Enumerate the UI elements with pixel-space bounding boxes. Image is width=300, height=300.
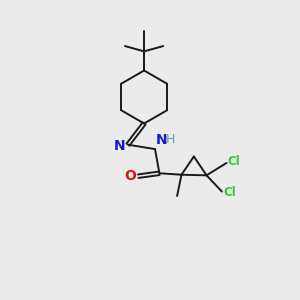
Text: N: N bbox=[156, 133, 167, 147]
Text: Cl: Cl bbox=[223, 187, 236, 200]
Text: Cl: Cl bbox=[228, 155, 241, 168]
Text: O: O bbox=[124, 169, 136, 183]
Text: N: N bbox=[114, 139, 126, 153]
Text: H: H bbox=[166, 133, 176, 146]
